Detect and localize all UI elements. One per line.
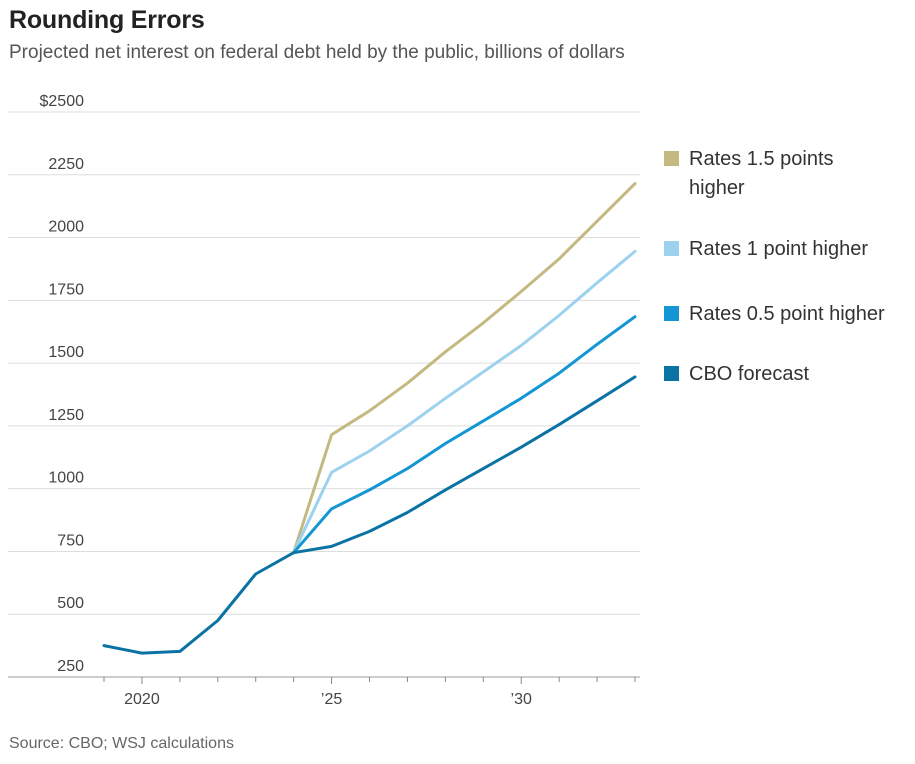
- y-tick-label: 500: [57, 595, 84, 612]
- y-tick-label: 1750: [48, 281, 84, 298]
- legend-label-rates-1-5: Rates 1.5 points higher: [689, 148, 834, 199]
- x-tick-label: 2020: [124, 691, 160, 708]
- y-tick-label: 1500: [48, 344, 84, 361]
- x-tick-label: ’30: [511, 691, 532, 708]
- y-tick-label: 1250: [48, 407, 84, 424]
- legend-swatch-rates-1-5: [664, 151, 679, 166]
- legend-swatch-cbo: [664, 366, 679, 381]
- series-line-cbo: [102, 375, 637, 655]
- y-tick-label: 250: [57, 658, 84, 675]
- chart-subtitle: Projected net interest on federal debt h…: [9, 42, 625, 63]
- legend-item-cbo: CBO forecast: [664, 360, 809, 389]
- x-axis: 2020 ’25 ’30: [8, 676, 640, 708]
- legend-swatch-rates-1: [664, 241, 679, 256]
- chart-title: Rounding Errors: [9, 6, 205, 34]
- x-tick-label: ’25: [321, 691, 342, 708]
- legend-label-rates-1: Rates 1 point higher: [689, 238, 869, 260]
- legend-item-rates-0-5: Rates 0.5 point higher: [664, 300, 885, 329]
- series-line-rates-0-5: [292, 315, 637, 555]
- y-tick-label: 1000: [48, 470, 84, 487]
- legend-item-rates-1-5: Rates 1.5 points higher: [664, 145, 869, 203]
- legend-label-cbo: CBO forecast: [689, 363, 810, 385]
- legend-item-rates-1: Rates 1 point higher: [664, 235, 868, 264]
- series-lines: [102, 182, 637, 655]
- y-tick-label: 2000: [48, 219, 84, 236]
- y-tick-label: 2250: [48, 156, 84, 173]
- legend-label-rates-0-5: Rates 0.5 point higher: [689, 303, 885, 325]
- y-axis-ticks: 250 500 750 1000 1250 1500 1750 2000 2250 $2500: [40, 93, 85, 675]
- legend-swatch-rates-0-5: [664, 306, 679, 321]
- series-line-rates-1: [292, 249, 637, 555]
- series-line-rates-1-5: [292, 182, 637, 555]
- line-chart: 250 500 750 1000 1250 1500 1750 2000 2250 $2500 2…: [8, 93, 640, 708]
- y-tick-label: $2500: [40, 93, 85, 110]
- gridlines: [8, 111, 640, 615]
- source-note: Source: CBO; WSJ calculations: [9, 735, 234, 752]
- y-tick-label: 750: [57, 532, 84, 549]
